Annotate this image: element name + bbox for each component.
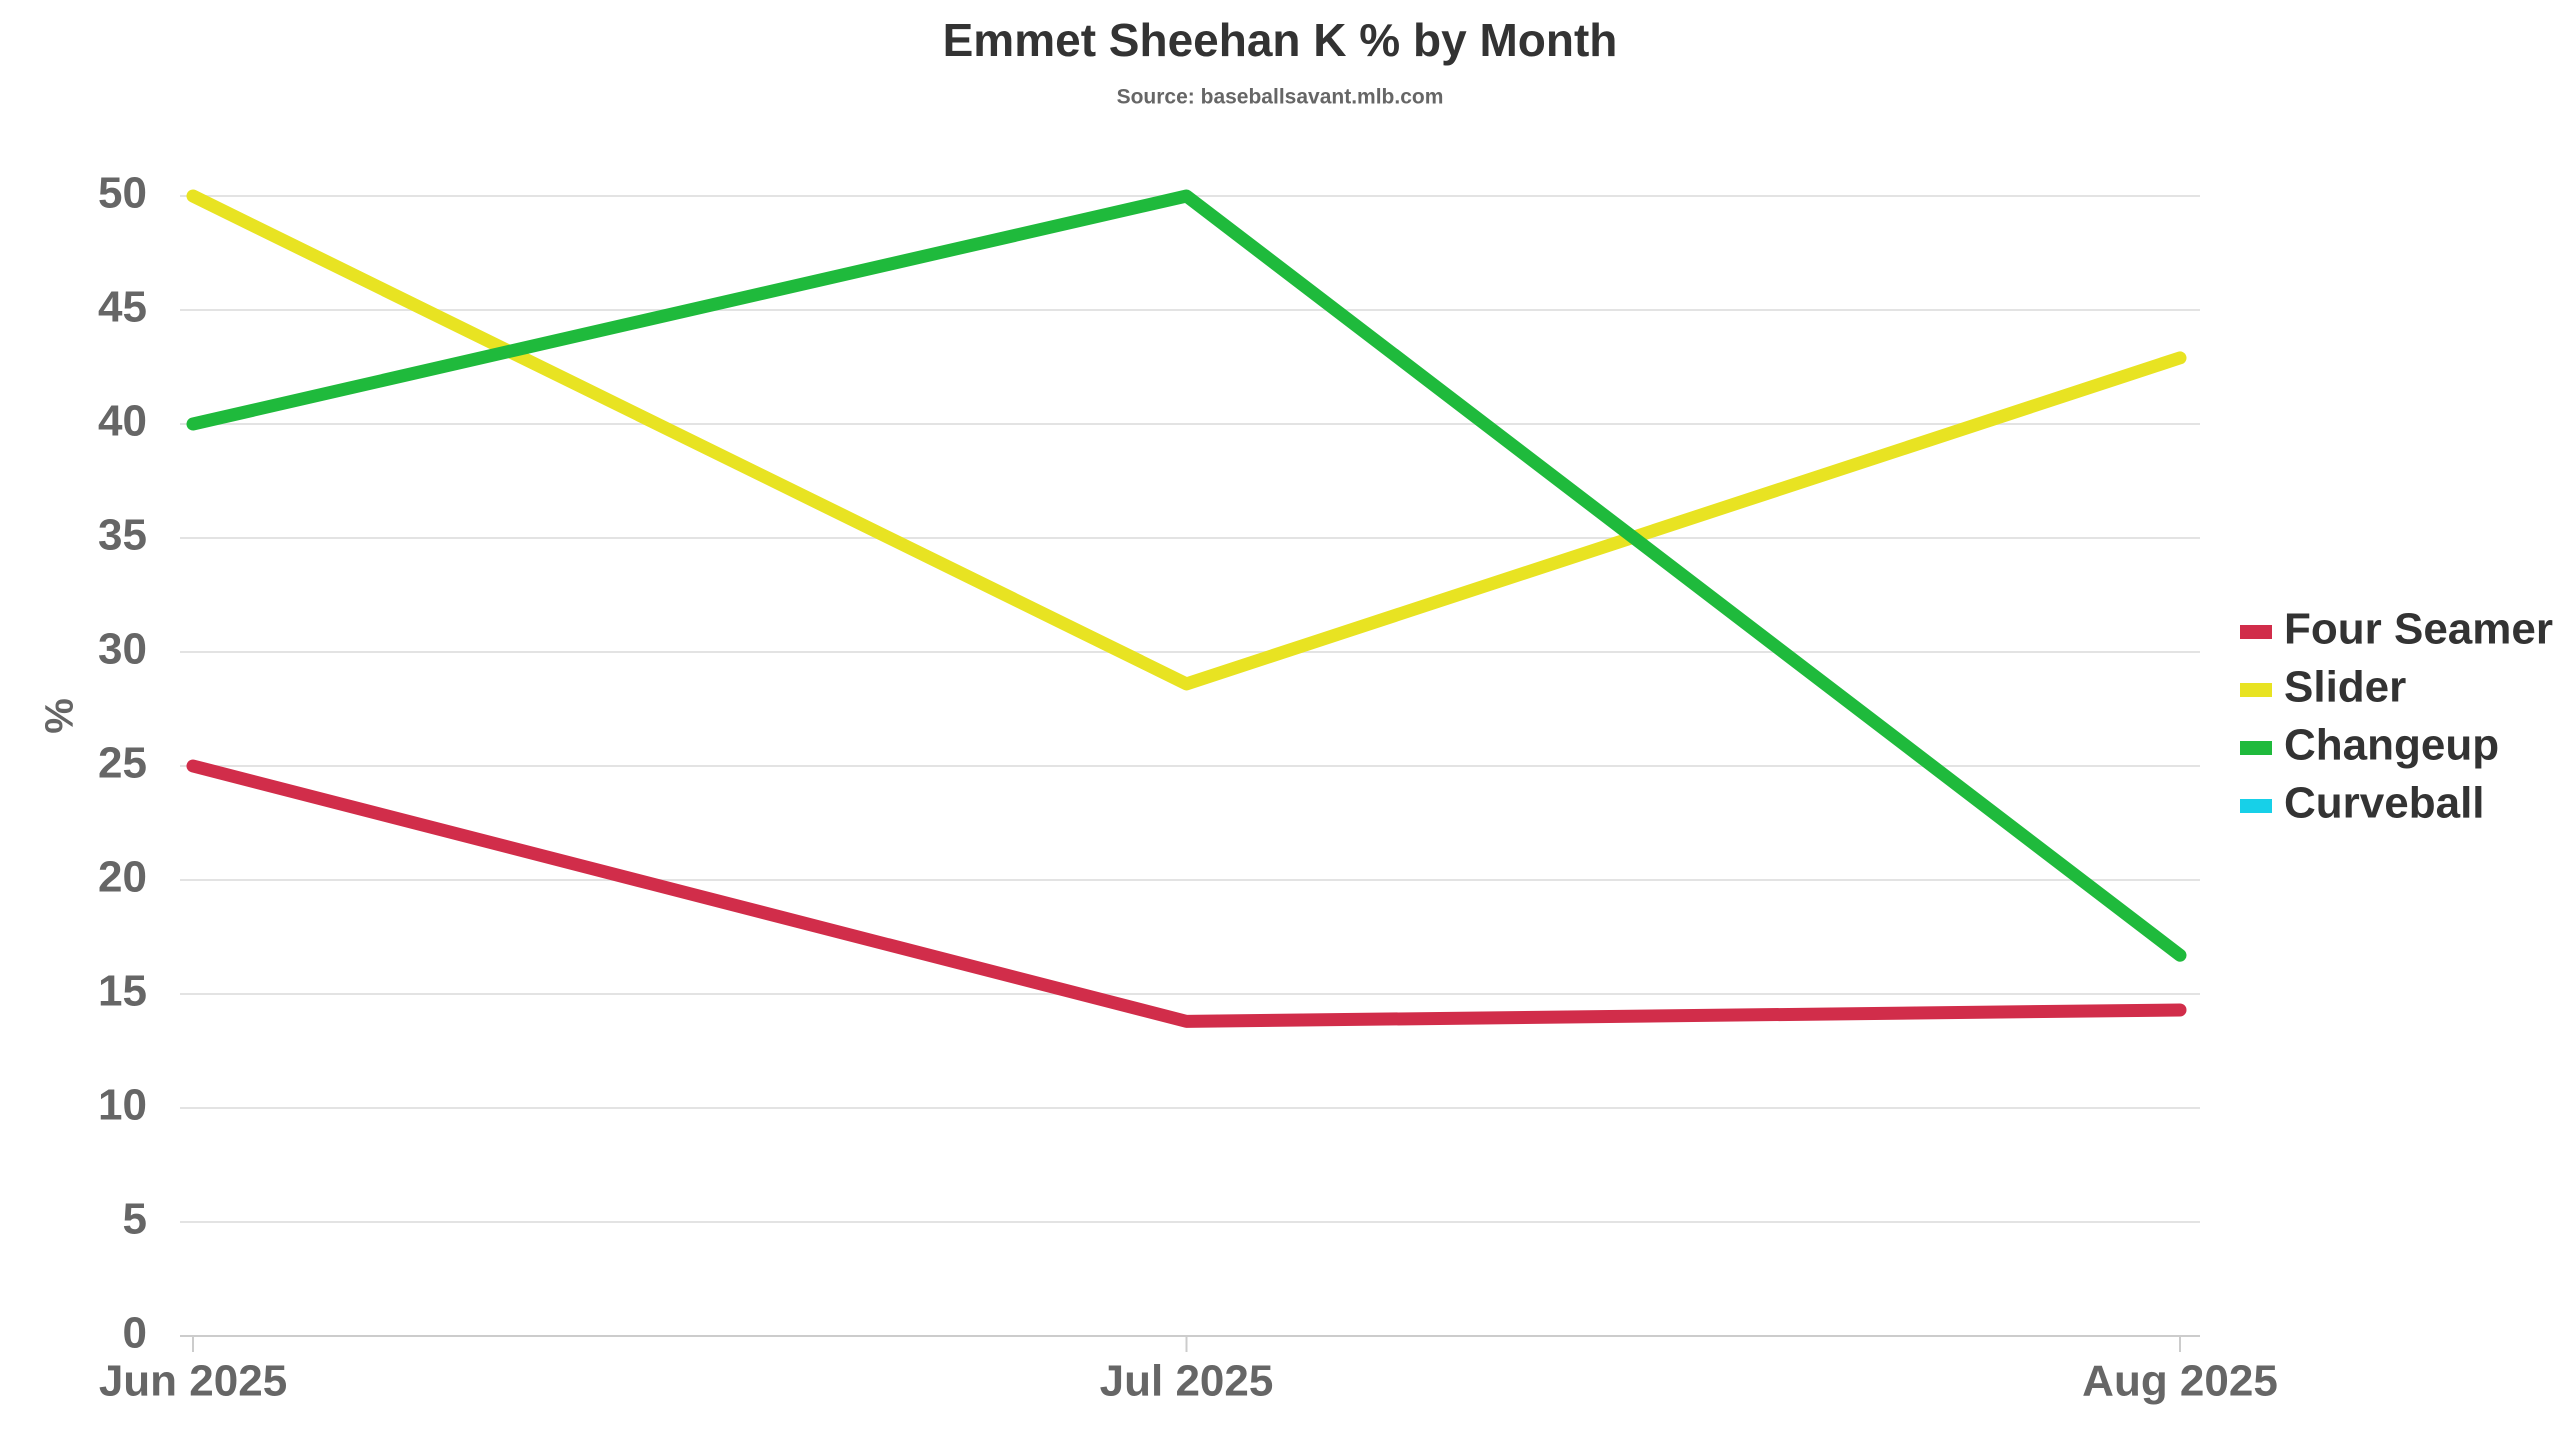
- y-tick-label: 30: [98, 625, 147, 674]
- y-tick-label: 50: [98, 169, 147, 218]
- legend-swatch: [2240, 741, 2272, 755]
- y-tick-label: 45: [98, 283, 147, 332]
- x-tick-label: Aug 2025: [2082, 1357, 2278, 1406]
- legend-label: Curveball: [2284, 779, 2485, 828]
- y-tick-label: 5: [123, 1195, 147, 1244]
- x-tick-label: Jul 2025: [1100, 1357, 1274, 1406]
- y-tick-label: 15: [98, 967, 147, 1016]
- y-axis-label: %: [38, 698, 82, 734]
- y-tick-label: 0: [123, 1309, 147, 1358]
- series-line: [186, 189, 2187, 962]
- legend-swatch: [2240, 625, 2272, 639]
- chart-title: Emmet Sheehan K % by Month: [943, 14, 1618, 66]
- legend-label: Four Seamer: [2284, 605, 2553, 654]
- y-tick-label: 10: [98, 1081, 147, 1130]
- chart-subtitle: Source: baseballsavant.mlb.com: [1117, 86, 1444, 109]
- y-tick-label: 35: [98, 511, 147, 560]
- legend-swatch: [2240, 683, 2272, 697]
- x-tick-label: Jun 2025: [99, 1357, 287, 1406]
- legend-swatch: [2240, 799, 2272, 813]
- y-tick-label: 20: [98, 853, 147, 902]
- legend-label: Changeup: [2284, 721, 2499, 770]
- series-line: [186, 189, 2187, 691]
- legend-label: Slider: [2284, 663, 2406, 712]
- series-line: [186, 759, 2187, 1028]
- y-tick-label: 25: [98, 739, 147, 788]
- y-tick-label: 40: [98, 397, 147, 446]
